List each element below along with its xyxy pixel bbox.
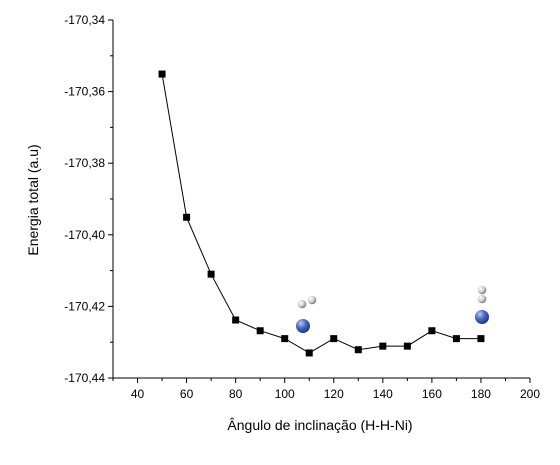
data-point-marker <box>452 335 460 343</box>
x-tick-label: 80 <box>229 387 243 401</box>
x-tick-label: 100 <box>275 387 295 401</box>
y-tick-label: -170,42 <box>64 299 105 313</box>
nickel-atom-icon <box>475 310 489 324</box>
x-tick-label: 40 <box>131 387 145 401</box>
data-point-marker <box>158 70 166 78</box>
series-line <box>161 74 481 354</box>
data-point-marker <box>330 335 338 343</box>
y-tick-label: -170,34 <box>64 13 105 27</box>
y-tick-label: -170,40 <box>64 228 105 242</box>
x-tick-label: 120 <box>324 387 344 401</box>
x-tick-label: 180 <box>471 387 491 401</box>
x-axis-title: Ângulo de inclinação (H-H-Ni) <box>227 417 412 433</box>
data-point-marker <box>256 327 264 335</box>
hydrogen-atom-icon <box>297 299 307 309</box>
hydrogen-atom-icon <box>477 294 487 304</box>
y-tick-label: -170,36 <box>64 85 105 99</box>
data-series <box>158 70 485 357</box>
data-point-marker <box>207 270 215 278</box>
axes: 40 60 80 100 120 140 160 180 200 -170,34 -170,36 -1… <box>64 13 540 401</box>
data-point-marker <box>354 346 362 354</box>
data-point-marker <box>403 342 411 350</box>
x-tick-label: 200 <box>520 387 540 401</box>
x-tick-label: 60 <box>180 387 194 401</box>
nickel-atom-icon <box>296 319 310 333</box>
data-point-marker <box>305 349 313 357</box>
y-tick-label: -170,38 <box>64 156 105 170</box>
data-point-marker <box>232 316 240 324</box>
hydrogen-atom-icon <box>307 295 317 305</box>
hydrogen-atom-icon <box>477 285 487 295</box>
data-point-marker <box>183 213 191 221</box>
data-point-marker <box>477 335 485 343</box>
x-tick-label: 140 <box>373 387 393 401</box>
bent-h2-ni-molecule-icon <box>296 295 317 333</box>
x-tick-label: 160 <box>422 387 442 401</box>
linear-h2-ni-molecule-icon <box>475 285 489 324</box>
data-point-marker <box>428 327 436 335</box>
y-tick-label: -170,44 <box>64 371 105 385</box>
y-axis-title: Energia total (a.u) <box>25 144 41 255</box>
data-point-marker <box>379 342 387 350</box>
data-point-marker <box>281 335 289 343</box>
